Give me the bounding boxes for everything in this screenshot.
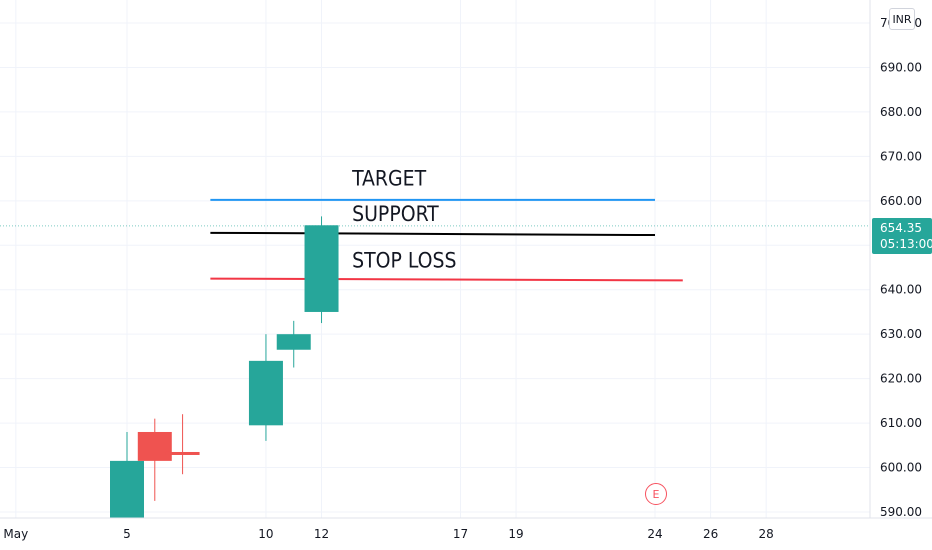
earnings-badge[interactable]: E <box>645 483 667 505</box>
grid <box>0 0 870 518</box>
annotation-lines[interactable]: TARGET SUPPORT STOP LOSS <box>210 166 683 282</box>
y-tick-label: 590.00 <box>880 505 922 519</box>
y-tick-label: 690.00 <box>880 60 922 74</box>
x-tick-label: 24 <box>647 527 662 541</box>
last-price-value: 654.35 <box>880 221 922 235</box>
annotation-label[interactable]: TARGET <box>351 166 427 190</box>
candle-body <box>248 360 283 426</box>
x-tick-label: 12 <box>314 527 329 541</box>
x-tick-label: 19 <box>508 527 523 541</box>
candle-body <box>276 334 311 350</box>
candle-body <box>137 431 172 461</box>
annotation-label[interactable]: SUPPORT <box>352 202 439 226</box>
x-tick-label: 10 <box>258 527 273 541</box>
x-tick-label: May <box>3 527 28 541</box>
y-tick-label: 600.00 <box>880 461 922 475</box>
annotation-line[interactable] <box>210 277 683 282</box>
y-tick-label: 620.00 <box>880 372 922 386</box>
price-axis[interactable] <box>870 0 932 518</box>
annotation-label[interactable]: STOP LOSS <box>352 249 456 273</box>
time-axis[interactable] <box>0 518 932 550</box>
y-tick-label: 630.00 <box>880 327 922 341</box>
x-tick-label: 26 <box>703 527 718 541</box>
y-tick-label: 610.00 <box>880 416 922 430</box>
x-tick-label: 28 <box>759 527 774 541</box>
candles <box>110 216 339 530</box>
annotation-line[interactable] <box>210 231 656 237</box>
last-price-tag: 654.35 05:13:00 <box>872 218 932 254</box>
last-price-countdown: 05:13:00 <box>880 237 932 251</box>
candle-body <box>110 460 144 521</box>
time-axis-labels: May 5 10 12 17 19 24 26 28 <box>3 527 773 541</box>
y-tick-label: 660.00 <box>880 194 922 208</box>
last-price-tag-bg <box>872 218 932 254</box>
y-tick-label: 670.00 <box>880 149 922 163</box>
currency-button[interactable]: INR <box>889 8 915 30</box>
candle-body <box>304 225 339 312</box>
x-tick-label: 5 <box>123 527 131 541</box>
candle-body <box>165 451 200 455</box>
y-tick-label: 680.00 <box>880 105 922 119</box>
x-tick-label: 17 <box>453 527 468 541</box>
y-tick-label: 640.00 <box>880 283 922 297</box>
